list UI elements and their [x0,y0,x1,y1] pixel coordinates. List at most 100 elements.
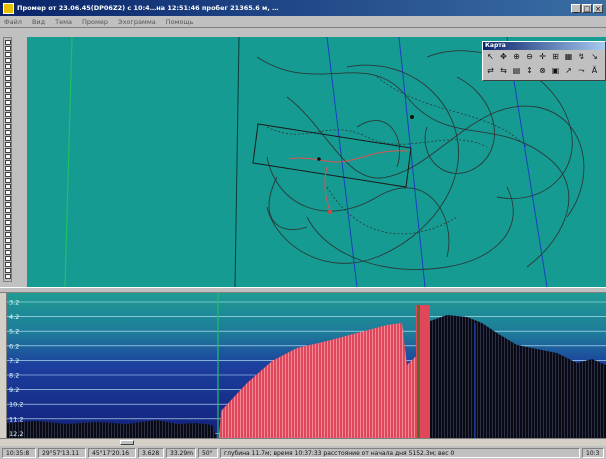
arrow-icon[interactable]: ↘ [591,52,598,61]
layer-checkbox[interactable] [5,268,11,273]
layer-checkbox[interactable] [5,58,11,63]
layer-checkbox[interactable] [5,160,11,165]
zoom-out-icon[interactable]: ⊖ [526,52,533,61]
depth-label: 10.2 [9,401,23,409]
palette-title: Карта [483,42,605,50]
layer-checkbox[interactable] [5,76,11,81]
layer-checkbox[interactable] [5,172,11,177]
maximize-button[interactable]: □ [582,3,592,13]
layer-checkbox[interactable] [5,250,11,255]
layer-checkbox[interactable] [5,70,11,75]
bottom-profile-left [7,420,217,438]
swap-icon[interactable]: ⇄ [487,66,494,75]
table-icon[interactable]: ▤ [512,66,521,75]
pane-splitter[interactable] [0,287,606,293]
status-latitude: 29°57'13.11 [38,447,86,458]
layer-checkbox[interactable] [5,232,11,237]
map-tool-palette: Карта ↖ ✥ ⊕ ⊖ ✛ ⊞ ▦ ↯ ↘ ⇄ ⇆ ▤ ↕ ⊗ ▣ ↗ ⤳ … [482,41,606,81]
menu-theme[interactable]: Тема [55,17,73,26]
layer-checkbox[interactable] [5,178,11,183]
palette-row-2: ⇄ ⇆ ▤ ↕ ⊗ ▣ ↗ ⤳ Ä [483,64,605,78]
layer-checkbox[interactable] [5,82,11,87]
layer-checkbox[interactable] [5,196,11,201]
scrollbar-thumb[interactable] [120,440,134,445]
target-icon[interactable]: ⊗ [539,66,546,75]
menu-survey[interactable]: Промер [82,17,109,26]
depth-label: 12.2 [9,430,23,438]
depth-label: 6.2 [9,342,19,350]
layer-checkbox[interactable] [5,124,11,129]
layer-checkbox[interactable] [5,202,11,207]
minimize-button[interactable]: _ [571,3,581,13]
layer-checkbox[interactable] [5,94,11,99]
layer-checkbox[interactable] [5,148,11,153]
layer-checkbox[interactable] [5,46,11,51]
selection-rectangle [252,123,412,188]
layer-checkbox[interactable] [5,238,11,243]
grid-icon[interactable]: ⊞ [552,52,559,61]
crosshair-icon[interactable]: ✛ [539,52,546,61]
menu-echogram[interactable]: Эхограмма [118,17,156,26]
layer-checkbox[interactable] [5,262,11,267]
menu-view[interactable]: Вид [31,17,46,26]
close-button[interactable]: × [593,3,603,13]
zoom-in-icon[interactable]: ⊕ [513,52,520,61]
track-line-green [64,37,73,287]
layer-checkbox[interactable] [5,154,11,159]
layer-checkbox[interactable] [5,52,11,57]
layer-checkbox[interactable] [5,166,11,171]
select-tool-icon[interactable]: ↖ [487,52,494,61]
depth-label: 11.2 [9,415,23,423]
layer-checkbox[interactable] [5,220,11,225]
text-tool-icon[interactable]: Ä [591,66,598,75]
layer-checkbox[interactable] [5,256,11,261]
path-icon[interactable]: ⤳ [578,66,585,75]
draw-icon[interactable]: ↗ [565,66,572,75]
depth-label: 9.2 [9,386,19,394]
layer-checkbox[interactable] [5,190,11,195]
layer-checkbox[interactable] [5,208,11,213]
depth-label: 7.2 [9,357,19,365]
menu-bar: Файл Вид Тема Промер Эхограмма Помощь [0,16,606,28]
layers-icon[interactable]: ▦ [564,52,573,61]
layer-checkbox[interactable] [5,112,11,117]
bottom-profile-dark [430,315,606,438]
depth-profile-view[interactable]: 3.2 4.2 5.2 6.2 7.2 8.2 9.2 10.2 11.2 12.2 [7,293,606,438]
layer-checkbox[interactable] [5,244,11,249]
app-icon [3,2,14,14]
layer-checkbox[interactable] [5,100,11,105]
layer-checkbox[interactable] [5,118,11,123]
status-value-1: 3.628 [138,447,164,458]
status-bar: 10:35:8 29°57'13.11 45°17'20.16 3.628 33… [0,446,606,459]
layer-checkbox[interactable] [5,142,11,147]
status-right: 10:3 [582,447,604,458]
layer-checkbox[interactable] [5,274,11,279]
pan-tool-icon[interactable]: ✥ [500,52,507,61]
layer-checkbox[interactable] [5,214,11,219]
status-time: 10:35:8 [2,447,36,458]
profile-vertical-scrollbar[interactable] [0,293,7,438]
layer-checkbox[interactable] [5,40,11,45]
profile-horizontal-scrollbar[interactable] [0,438,606,446]
layer-checkbox[interactable] [5,88,11,93]
layer-toolstrip: (function(){ const s = document.currentS… [3,37,12,282]
track-line-dark [234,37,240,287]
menu-help[interactable]: Помощь [165,17,194,26]
depth-label: 4.2 [9,313,19,321]
frame-icon[interactable]: ▣ [551,66,560,75]
current-track [288,150,408,213]
vertical-icon[interactable]: ↕ [526,66,533,75]
layer-checkbox[interactable] [5,226,11,231]
depth-label: 5.2 [9,328,19,336]
status-longitude: 45°17'20.16 [88,447,136,458]
layer-checkbox[interactable] [5,130,11,135]
reverse-icon[interactable]: ⇆ [500,66,507,75]
layer-checkbox[interactable] [5,136,11,141]
depth-label: 8.2 [9,372,19,380]
measure-icon[interactable]: ↯ [578,52,585,61]
layer-checkbox[interactable] [5,106,11,111]
menu-file[interactable]: Файл [4,17,22,26]
track-line-blue [398,37,426,287]
layer-checkbox[interactable] [5,64,11,69]
layer-checkbox[interactable] [5,184,11,189]
